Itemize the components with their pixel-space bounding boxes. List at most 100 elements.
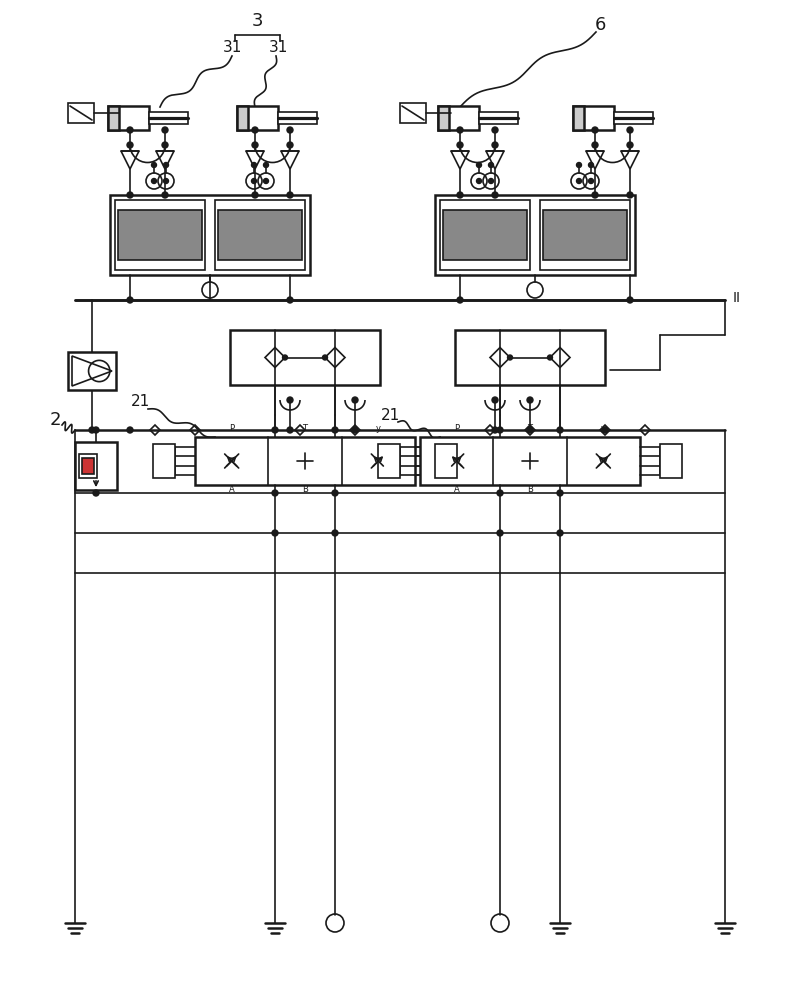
- Bar: [82, 458, 94, 474]
- Circle shape: [332, 490, 338, 496]
- Bar: [660, 444, 682, 478]
- Circle shape: [577, 162, 581, 167]
- Text: 3: 3: [252, 12, 263, 30]
- Bar: [278, 112, 317, 124]
- Circle shape: [272, 530, 278, 536]
- Bar: [68, 103, 94, 123]
- Bar: [540, 200, 630, 270]
- Bar: [237, 106, 278, 130]
- Circle shape: [127, 427, 133, 433]
- Bar: [438, 106, 479, 130]
- Bar: [440, 200, 530, 270]
- Bar: [110, 195, 310, 275]
- Text: 21: 21: [131, 394, 149, 410]
- Text: A: A: [229, 485, 235, 494]
- Circle shape: [127, 142, 133, 148]
- Text: P: P: [229, 424, 234, 433]
- Bar: [455, 330, 605, 385]
- Bar: [614, 112, 653, 124]
- Bar: [237, 106, 248, 130]
- Circle shape: [164, 162, 168, 167]
- Bar: [68, 352, 116, 390]
- Circle shape: [492, 142, 498, 148]
- Circle shape: [272, 427, 278, 433]
- Circle shape: [127, 192, 133, 198]
- Circle shape: [589, 178, 593, 184]
- Circle shape: [287, 297, 293, 303]
- Circle shape: [547, 355, 552, 360]
- Circle shape: [627, 192, 633, 198]
- Circle shape: [252, 162, 256, 167]
- Circle shape: [127, 127, 133, 133]
- Text: 21: 21: [380, 408, 399, 422]
- Circle shape: [557, 490, 563, 496]
- Bar: [79, 454, 97, 478]
- Text: B: B: [302, 485, 308, 494]
- Circle shape: [263, 178, 268, 184]
- Circle shape: [252, 142, 258, 148]
- Bar: [479, 112, 518, 124]
- Circle shape: [457, 192, 463, 198]
- Circle shape: [492, 192, 498, 198]
- Bar: [108, 106, 149, 130]
- Text: 6: 6: [594, 16, 606, 34]
- Circle shape: [252, 178, 256, 184]
- Circle shape: [627, 297, 633, 303]
- Circle shape: [287, 127, 293, 133]
- Circle shape: [492, 427, 498, 433]
- Bar: [149, 112, 188, 124]
- Circle shape: [508, 355, 513, 360]
- Circle shape: [162, 142, 168, 148]
- Bar: [400, 103, 426, 123]
- Circle shape: [287, 142, 293, 148]
- Circle shape: [557, 427, 563, 433]
- Bar: [438, 106, 449, 130]
- Circle shape: [592, 127, 598, 133]
- Bar: [435, 195, 635, 275]
- Bar: [420, 437, 640, 485]
- Circle shape: [252, 192, 258, 198]
- Circle shape: [527, 397, 533, 403]
- Bar: [543, 210, 627, 260]
- Circle shape: [287, 427, 293, 433]
- Circle shape: [592, 192, 598, 198]
- Circle shape: [489, 162, 494, 167]
- Circle shape: [589, 162, 593, 167]
- Text: y: y: [376, 424, 380, 433]
- Circle shape: [627, 127, 633, 133]
- Bar: [230, 330, 380, 385]
- Text: T: T: [302, 424, 308, 433]
- Text: 2: 2: [49, 411, 61, 429]
- Bar: [378, 444, 400, 478]
- Text: 31: 31: [223, 40, 243, 55]
- Circle shape: [497, 530, 503, 536]
- Text: T: T: [528, 424, 532, 433]
- Bar: [573, 106, 584, 130]
- Circle shape: [127, 297, 133, 303]
- Circle shape: [252, 127, 258, 133]
- Circle shape: [287, 397, 293, 403]
- Circle shape: [162, 127, 168, 133]
- Circle shape: [592, 142, 598, 148]
- Circle shape: [263, 162, 268, 167]
- Circle shape: [577, 178, 581, 184]
- Text: A: A: [454, 485, 460, 494]
- Bar: [75, 442, 117, 490]
- Text: P: P: [454, 424, 460, 433]
- Circle shape: [282, 355, 287, 360]
- Circle shape: [332, 530, 338, 536]
- Bar: [108, 106, 119, 130]
- Bar: [153, 444, 175, 478]
- Circle shape: [152, 162, 157, 167]
- Circle shape: [497, 427, 503, 433]
- Bar: [115, 200, 205, 270]
- Bar: [118, 210, 202, 260]
- Text: B: B: [527, 485, 533, 494]
- Circle shape: [93, 427, 99, 433]
- Circle shape: [457, 297, 463, 303]
- Text: 31: 31: [268, 40, 288, 55]
- Circle shape: [489, 178, 494, 184]
- Circle shape: [162, 192, 168, 198]
- Circle shape: [352, 427, 358, 433]
- Circle shape: [287, 192, 293, 198]
